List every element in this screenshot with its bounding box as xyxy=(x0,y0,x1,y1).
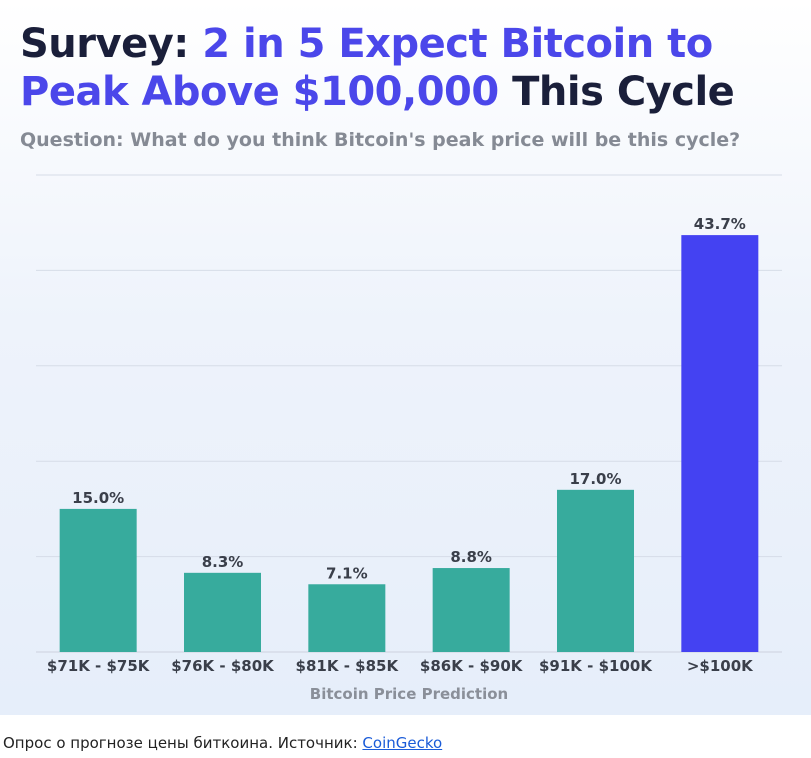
gridlines xyxy=(36,174,782,653)
chart-subtitle: Question: What do you think Bitcoin's pe… xyxy=(20,129,741,151)
bar xyxy=(184,572,261,652)
category-labels: $71K - $75K $76K - $80K $81K - $85K $86K - … xyxy=(47,657,754,675)
tick-label: $81K - $85K xyxy=(296,657,400,675)
caption-text: Опрос о прогнозе цены биткоина. Источник… xyxy=(3,734,363,752)
image-caption: Опрос о прогнозе цены биткоина. Источник… xyxy=(3,732,442,754)
tick-label: $86K - $90K xyxy=(420,657,524,675)
data-label: 15.0% xyxy=(72,489,124,507)
bar-chart: 15.0%8.3%7.1%8.8%17.0%43.7% $71K - $75K $… xyxy=(36,174,782,703)
value-labels: 15.0% 8.3% 7.1% 8.8% 17.0% 43.7% xyxy=(72,215,746,582)
title-prefix: Survey: xyxy=(20,21,203,67)
tick-label: $71K - $75K xyxy=(47,657,151,675)
data-label: 43.7% xyxy=(694,215,746,233)
tick-label: $91K - $100K xyxy=(539,657,653,675)
tick-label: >$100K xyxy=(687,657,754,675)
bar xyxy=(432,568,510,652)
title-suffix: This Cycle xyxy=(498,69,735,115)
bar xyxy=(308,584,386,652)
chart-title: Survey: 2 in 5 Expect Bitcoin to Peak Ab… xyxy=(20,20,800,116)
x-axis-title: Bitcoin Price Prediction xyxy=(310,685,508,703)
tick-label: $76K - $80K xyxy=(171,657,275,675)
data-label: 17.0% xyxy=(569,470,621,488)
data-label: 8.3% xyxy=(202,553,244,571)
bars xyxy=(59,235,759,653)
bar xyxy=(557,489,634,652)
source-link[interactable]: CoinGecko xyxy=(362,734,443,752)
title-highlight: 2 in 5 Expect Bitcoin to Peak Above $100… xyxy=(20,21,713,115)
data-label: 7.1% xyxy=(326,564,368,582)
bar xyxy=(59,508,137,652)
data-label: 8.8% xyxy=(450,548,492,566)
bar xyxy=(681,235,759,653)
